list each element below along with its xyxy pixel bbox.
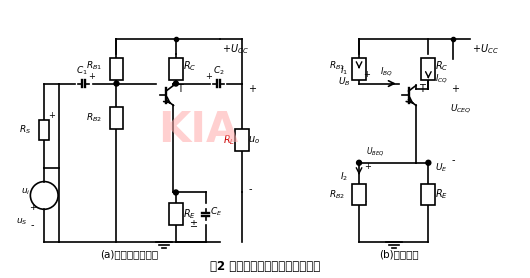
Bar: [169, 203, 183, 225]
Text: +: +: [29, 203, 36, 212]
Text: KIA: KIA: [158, 109, 239, 151]
Text: +: +: [88, 72, 95, 81]
Text: $U_{BEQ}$: $U_{BEQ}$: [366, 145, 385, 158]
Bar: [169, 58, 183, 80]
Bar: [352, 183, 366, 205]
Text: -: -: [31, 220, 34, 230]
Text: 图2 分压式偏置电路及其直流通道: 图2 分压式偏置电路及其直流通道: [210, 260, 320, 273]
Text: +: +: [48, 111, 55, 120]
Text: $R_S$: $R_S$: [19, 124, 31, 136]
Bar: [39, 120, 49, 140]
Text: $R_{B1}$: $R_{B1}$: [85, 59, 102, 72]
Bar: [110, 107, 123, 129]
Text: $\pm$: $\pm$: [189, 218, 198, 229]
Text: $R_E$: $R_E$: [183, 207, 196, 221]
Text: $+U_{CC}$: $+U_{CC}$: [223, 42, 249, 56]
Text: $R_{B2}$: $R_{B2}$: [86, 112, 102, 125]
Bar: [352, 58, 366, 80]
Text: T: T: [419, 83, 425, 93]
Text: +: +: [248, 83, 256, 93]
Text: T: T: [177, 83, 183, 93]
Text: $+U_{CC}$: $+U_{CC}$: [472, 42, 499, 56]
Text: +: +: [364, 162, 371, 171]
Text: $U_{CEQ}$: $U_{CEQ}$: [450, 102, 472, 115]
Text: $R_L$: $R_L$: [223, 133, 235, 147]
Text: $C_E$: $C_E$: [209, 205, 222, 217]
Text: $u_o$: $u_o$: [248, 134, 260, 146]
Circle shape: [357, 160, 361, 165]
Text: $R_C$: $R_C$: [435, 59, 449, 73]
Text: $I_{BQ}$: $I_{BQ}$: [381, 65, 393, 78]
Circle shape: [114, 81, 119, 86]
Text: $I_1$: $I_1$: [340, 64, 348, 77]
Circle shape: [173, 190, 179, 195]
Text: $C_1$: $C_1$: [76, 64, 88, 77]
Bar: [235, 129, 249, 151]
Text: -: -: [364, 197, 367, 206]
Text: (b)直流通道: (b)直流通道: [379, 249, 419, 259]
Text: $R_C$: $R_C$: [183, 59, 196, 73]
Text: +: +: [363, 70, 370, 79]
Text: $R_{B1}$: $R_{B1}$: [329, 59, 345, 72]
Text: -: -: [248, 185, 252, 195]
Text: $U_E$: $U_E$: [435, 162, 448, 174]
Bar: [421, 183, 435, 205]
Text: $R_E$: $R_E$: [435, 188, 448, 201]
Bar: [110, 58, 123, 80]
Text: $I_{CQ}$: $I_{CQ}$: [435, 72, 448, 85]
Text: +: +: [451, 83, 459, 93]
Text: $I_2$: $I_2$: [340, 170, 348, 183]
Text: $U_B$: $U_B$: [338, 75, 350, 88]
Text: $R_{B2}$: $R_{B2}$: [329, 188, 345, 201]
Text: $u_S$: $u_S$: [16, 217, 28, 227]
Text: (a)分压式偏置电路: (a)分压式偏置电路: [100, 249, 158, 259]
Bar: [421, 58, 435, 80]
Text: +: +: [206, 72, 213, 81]
Text: $C_2$: $C_2$: [213, 64, 224, 77]
Circle shape: [173, 81, 179, 86]
Text: -: -: [451, 155, 455, 165]
Text: $u_i$: $u_i$: [21, 186, 30, 197]
Circle shape: [426, 160, 431, 165]
